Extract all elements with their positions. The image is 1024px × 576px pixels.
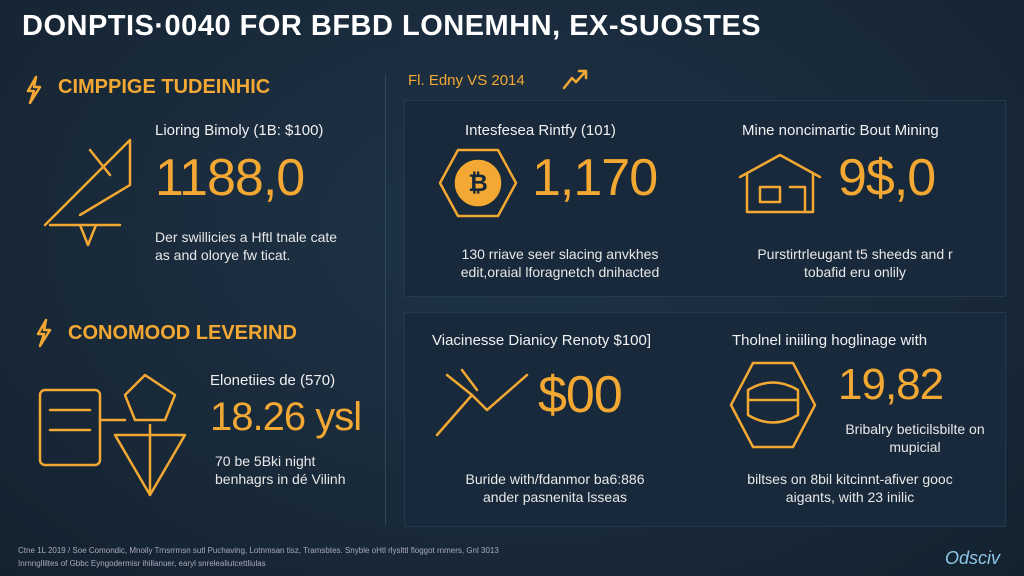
house-icon xyxy=(738,153,822,214)
helmet-icon xyxy=(729,361,817,449)
card-label: Mine noncimartic Bout Mining xyxy=(742,122,939,139)
coin-icon: ₿ xyxy=(438,148,518,218)
section-heading: CIMPPIGE TUDEINHIC xyxy=(58,76,271,98)
card-note: 130 rriave seer slacing anvkhes edit,ora… xyxy=(460,246,660,280)
card-label: Intesfesea Rintfy (101) xyxy=(465,122,616,139)
card-label: Tholnel iniiling hoglinage with xyxy=(732,332,928,349)
stat-note: 70 be 5Bki night benhagrs in dé Vilinh xyxy=(215,453,346,487)
card-value: 1,170 xyxy=(532,149,658,207)
title: DONPTIS·0040 FOR BFBD LONEMHN, EX-SUOSTE… xyxy=(22,10,762,42)
bolt-icon xyxy=(26,75,42,105)
divider xyxy=(385,75,386,525)
bolt-icon xyxy=(36,318,52,348)
panel-heading: Fl. Edny VS 2014 xyxy=(408,72,525,89)
card-note: Purstirtrleugant t5 sheeds and r tobafid… xyxy=(757,246,953,280)
chart-icon xyxy=(435,368,529,437)
card-sub: Bribalry beticilsbilte on mupicial xyxy=(845,421,985,455)
stat-label: Elonetiies de (570) xyxy=(210,372,336,389)
card-note: biltses on 8bil kitcinnt-afiver gooc aig… xyxy=(747,471,953,505)
card-value: 19,82 xyxy=(838,360,944,409)
card-note: Buride with/fdanmor ba6:886 ander pasnen… xyxy=(465,471,645,505)
logo: Odsciv xyxy=(945,548,1001,568)
stat-value: 18.26 ysl xyxy=(210,395,362,439)
machine-icon xyxy=(43,138,132,247)
footer-line: Inrnnglliltes of Gbbc Eyngodermisr ihill… xyxy=(18,559,266,568)
card xyxy=(404,100,1006,297)
stat-note: Der swillicies a Hftl tnale cate as and … xyxy=(155,229,338,263)
footer-line: Ctne 1L 2019 / Soe Comondic, Mnoily Trns… xyxy=(18,546,499,555)
section-heading: CONOMOOD LEVERIND xyxy=(68,322,297,344)
card-value: $00 xyxy=(538,366,623,424)
card xyxy=(404,312,1006,527)
svg-text:₿: ₿ xyxy=(468,170,488,197)
stat-value: 1188,0 xyxy=(155,149,305,207)
stat-label: Lioring Bimoly (1B: $100) xyxy=(155,122,324,139)
card-label: Viacinesse Dianicy Renoty $100] xyxy=(432,332,652,349)
card-value: 9$,0 xyxy=(838,149,936,207)
rig-icon xyxy=(38,373,187,497)
trend-icon xyxy=(562,69,588,90)
